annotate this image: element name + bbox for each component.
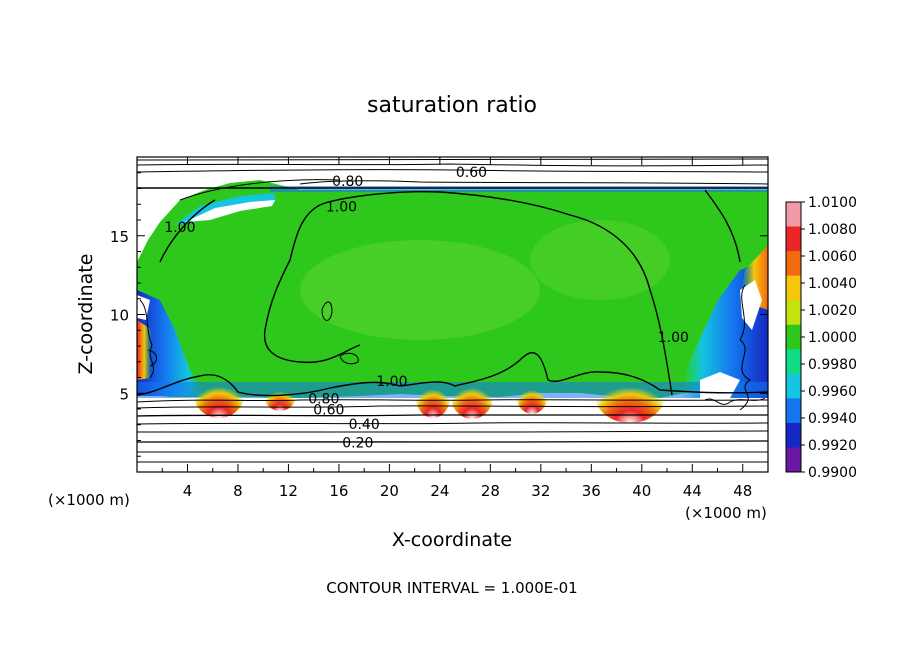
- colorbar: 1.0100 1.0080 1.0060 1.0040 1.0020 1.0000 0.99…: [785, 195, 857, 481]
- colorbar-label: 1.0080: [808, 222, 857, 238]
- contour-line: [137, 352, 768, 397]
- hot-spot: [594, 363, 666, 423]
- contour-line: [137, 163, 768, 167]
- left-hot-edge: [137, 320, 152, 380]
- x-unit-left: (×1000 m): [48, 491, 130, 509]
- contour-labels: 0.600.801.001.001.001.000.800.600.400.20: [164, 165, 689, 452]
- hot-spot: [516, 374, 548, 414]
- y-tick-label: 5: [119, 385, 129, 403]
- hot-spot: [450, 367, 494, 419]
- colorbar-label: 1.0000: [808, 330, 857, 346]
- colorbar-label: 0.9920: [808, 438, 857, 454]
- y-tick-label: 10: [110, 307, 129, 325]
- colorbar-label: 1.0040: [808, 276, 857, 292]
- hot-spot: [193, 366, 245, 418]
- x-axis-label: X-coordinate: [392, 529, 512, 551]
- colorbar-swatch: [786, 275, 801, 301]
- contour-lines: [137, 158, 768, 463]
- contour-line: [139, 299, 157, 379]
- colorbar-swatch: [786, 447, 801, 473]
- colorbar-swatch: [786, 251, 801, 277]
- colorbar-label: 0.9900: [808, 465, 857, 481]
- x-tick-label: 32: [531, 482, 550, 500]
- contour-line: [321, 301, 333, 321]
- contour-line: [179, 179, 341, 201]
- contour-line: [137, 414, 768, 417]
- colorbar-label: 1.0060: [808, 249, 857, 265]
- light-patch: [300, 240, 540, 340]
- colorbar-swatch: [786, 422, 801, 448]
- x-tick-label: 28: [481, 482, 500, 500]
- colorbar-label: 0.9940: [808, 411, 857, 427]
- y-axis-label: Z-coordinate: [75, 254, 97, 375]
- x-tick-label: 12: [279, 482, 298, 500]
- x-tick-label: 44: [683, 482, 702, 500]
- left-dry-pocket: [137, 295, 150, 320]
- contour-label: 0.20: [342, 436, 373, 452]
- x-tick-label: 24: [430, 482, 449, 500]
- contour-line: [137, 422, 768, 425]
- x-tick-label: 48: [733, 482, 752, 500]
- contour-interval-note: CONTOUR INTERVAL = 1.000E-01: [326, 579, 577, 597]
- right-dry-pocket: [700, 372, 740, 398]
- contour-line: [137, 399, 768, 403]
- colorbar-swatch: [786, 398, 801, 424]
- colorbar-swatch: [786, 202, 801, 228]
- colorbar-swatch: [786, 373, 801, 399]
- hot-spot: [415, 370, 451, 418]
- x-tick-label: 40: [632, 482, 651, 500]
- x-tick-label: 20: [380, 482, 399, 500]
- contour-label: 0.80: [332, 174, 363, 190]
- x-tick-label: 36: [582, 482, 601, 500]
- chart-title: saturation ratio: [367, 93, 537, 118]
- x-tick-label: 8: [233, 482, 243, 500]
- cloud-top-strip: [270, 186, 768, 192]
- colorbar-label: 1.0020: [808, 303, 857, 319]
- contour-line: [137, 451, 768, 453]
- contour-label: 1.00: [164, 220, 195, 236]
- contour-line: [137, 430, 768, 433]
- y-tick-label: 15: [110, 228, 129, 246]
- contour-line: [704, 284, 766, 411]
- colorbar-label: 0.9960: [808, 384, 857, 400]
- x-tick-label: 16: [329, 482, 348, 500]
- contour-line: [299, 180, 768, 185]
- contour-line: [339, 352, 359, 365]
- saturation-field: [137, 157, 768, 472]
- contour-line: [137, 440, 768, 443]
- light-patch: [530, 220, 670, 300]
- colorbar-swatch: [786, 349, 801, 375]
- contour-label: 0.60: [313, 403, 344, 419]
- x-tick-label: 4: [183, 482, 193, 500]
- contour-line: [159, 191, 673, 396]
- colorbar-label: 1.0100: [808, 195, 857, 211]
- contour-label: 0.80: [308, 392, 339, 408]
- colorbar-swatch: [786, 226, 801, 252]
- contour-label: 0.60: [456, 165, 487, 181]
- contour-label: 0.40: [349, 417, 380, 433]
- contour-label: 1.00: [376, 374, 407, 390]
- contour-line: [137, 405, 768, 409]
- contour-line: [137, 461, 768, 463]
- x-unit-right: (×1000 m): [685, 504, 767, 522]
- contour-label: 1.00: [326, 199, 357, 215]
- contour-line: [704, 189, 741, 263]
- colorbar-swatch: [786, 324, 801, 350]
- right-dry-pocket: [740, 280, 762, 330]
- colorbar-label: 0.9980: [808, 357, 857, 373]
- colorbar-swatch: [786, 300, 801, 326]
- contour-line: [137, 158, 768, 161]
- upper-dry-tongue-core: [185, 200, 275, 222]
- contour-label: 1.00: [658, 330, 689, 346]
- contour-line: [137, 169, 768, 173]
